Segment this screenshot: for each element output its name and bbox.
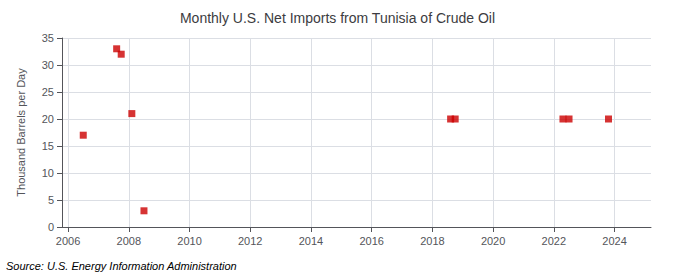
svg-text:10: 10 [42, 167, 54, 179]
svg-text:0: 0 [48, 221, 54, 233]
svg-text:20: 20 [42, 113, 54, 125]
svg-text:Monthly U.S. Net Imports from: Monthly U.S. Net Imports from Tunisia of… [180, 10, 495, 26]
svg-text:2024: 2024 [602, 235, 626, 247]
svg-text:Source: U.S. Energy Informatio: Source: U.S. Energy Information Administ… [6, 260, 237, 272]
svg-text:Thousand Barrels per Day: Thousand Barrels per Day [15, 68, 27, 197]
svg-text:25: 25 [42, 86, 54, 98]
svg-text:30: 30 [42, 59, 54, 71]
svg-text:2012: 2012 [238, 235, 262, 247]
svg-text:2016: 2016 [359, 235, 383, 247]
svg-text:2020: 2020 [481, 235, 505, 247]
svg-text:2008: 2008 [117, 235, 141, 247]
svg-text:2006: 2006 [56, 235, 80, 247]
svg-text:15: 15 [42, 140, 54, 152]
svg-text:2014: 2014 [299, 235, 323, 247]
svg-text:2010: 2010 [177, 235, 201, 247]
svg-text:2018: 2018 [420, 235, 444, 247]
svg-text:5: 5 [48, 194, 54, 206]
svg-text:35: 35 [42, 32, 54, 44]
svg-text:2022: 2022 [542, 235, 566, 247]
